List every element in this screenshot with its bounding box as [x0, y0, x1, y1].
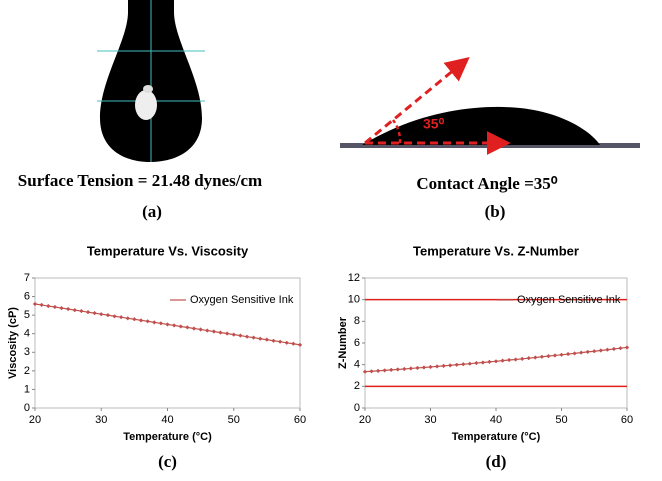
y-tick-label: 0	[354, 402, 360, 414]
x-tick-label: 40	[161, 414, 173, 426]
y-tick-label: 2	[354, 380, 360, 392]
y-tick-label: 0	[24, 402, 30, 414]
y-tick-label: 8	[354, 315, 360, 327]
legend-label: Oxygen Sensitive Ink	[517, 294, 621, 306]
y-tick-label: 1	[24, 383, 30, 395]
x-axis-label: Temperature (°C)	[452, 431, 541, 443]
y-tick-label: 6	[24, 290, 30, 302]
series-line	[35, 304, 300, 345]
x-tick-label: 40	[490, 414, 502, 426]
x-tick-label: 60	[294, 414, 306, 426]
chart-title: Temperature Vs. Viscosity	[87, 243, 249, 258]
legend-label: Oxygen Sensitive Ink	[190, 294, 294, 306]
y-tick-label: 5	[24, 309, 30, 321]
x-tick-label: 50	[555, 414, 567, 426]
caption: Contact Angle =35⁰	[416, 174, 557, 193]
panel-label: (b)	[485, 202, 506, 221]
x-tick-label: 60	[621, 414, 633, 426]
y-axis-label: Z-Number	[337, 316, 349, 369]
x-tick-label: 50	[228, 414, 240, 426]
y-tick-label: 4	[24, 328, 30, 340]
drop-photo	[97, 0, 205, 162]
contact-photo: 35⁰	[340, 56, 640, 155]
x-tick-label: 20	[29, 414, 41, 426]
x-tick-label: 30	[95, 414, 107, 426]
chart-title: Temperature Vs. Z-Number	[413, 243, 579, 258]
y-tick-label: 4	[354, 359, 360, 371]
y-tick-label: 10	[348, 294, 360, 306]
y-tick-label: 2	[24, 365, 30, 377]
panel-label: (a)	[142, 202, 162, 221]
angle-label: 35⁰	[423, 116, 445, 132]
y-tick-label: 12	[348, 272, 360, 284]
x-axis-label: Temperature (°C)	[123, 431, 212, 443]
x-tick-label: 20	[359, 414, 371, 426]
x-tick-label: 30	[424, 414, 436, 426]
y-tick-label: 6	[354, 337, 360, 349]
y-tick-label: 7	[24, 272, 30, 284]
y-axis-label: Viscosity (cP)	[7, 307, 19, 379]
y-tick-label: 3	[24, 346, 30, 358]
series-line	[365, 347, 627, 371]
panel-label: (c)	[158, 452, 177, 471]
caption: Surface Tension = 21.48 dynes/cm	[18, 171, 262, 190]
panel-label: (d)	[486, 452, 507, 471]
